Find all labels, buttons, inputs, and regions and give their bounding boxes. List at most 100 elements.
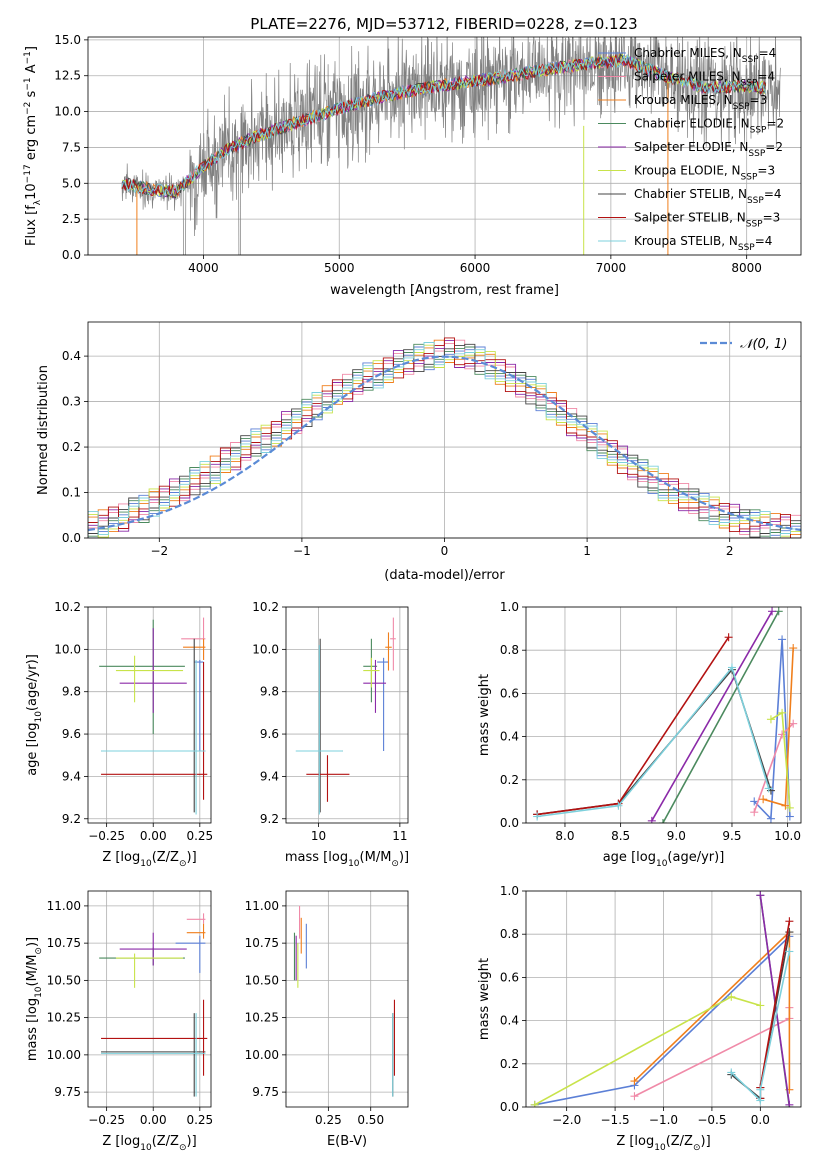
mass-vs-ebv-ytick-label: 10.00 xyxy=(245,1048,279,1062)
spectrum-xtick-label: 8000 xyxy=(731,261,762,275)
weight-vs-Z-ytick-label: 0.2 xyxy=(500,1057,519,1071)
spectrum-frame xyxy=(87,36,802,256)
spectrum-ytick-label: 7.5 xyxy=(62,140,81,154)
weight-vs-age-ylabel: mass weight xyxy=(477,674,492,756)
weight-vs-age-ytick-label: 0.6 xyxy=(500,686,519,700)
age-vs-mass-ytick-label: 9.4 xyxy=(260,769,279,783)
age-vs-Z-xtick-label: 0.00 xyxy=(140,829,167,843)
mass-vs-Z-xtick-label: 0.25 xyxy=(186,1113,213,1127)
weight-vs-age-ytick-label: 0.2 xyxy=(500,773,519,787)
model-line-chabrier_stelib xyxy=(121,53,767,199)
spectrum-xtick-label: 4000 xyxy=(188,261,219,275)
residuals-xlabel: (data-model)/error xyxy=(384,568,505,583)
mass-vs-ebv-xtick-label: 0.50 xyxy=(357,1113,384,1127)
age-vs-Z-xlabel: Z [log10(Z/Z⊙)] xyxy=(102,850,196,869)
residuals-legend-label: 𝒩(0, 1) xyxy=(740,337,787,352)
spectrum-xtick-label: 5000 xyxy=(324,261,355,275)
residuals-xtick-label: −1 xyxy=(293,544,311,558)
spectrum-ytick-label: 12.5 xyxy=(54,69,81,83)
age-vs-Z-ytick-label: 10.2 xyxy=(54,600,81,614)
age-vs-mass-frame xyxy=(285,606,409,824)
spectrum-ylabel: Flux [fλ10−17 erg cm−2 s−1 A−1] xyxy=(23,46,43,246)
weight-vs-age-frame xyxy=(525,606,802,824)
weight-vs-age-series-kroupa_stelib xyxy=(536,665,770,818)
spectrum-xtick-label: 7000 xyxy=(596,261,627,275)
legend-label-chabrier_miles: Chabrier MILES, NSSP=4 xyxy=(634,46,776,65)
spectrum-ytick-label: 0.0 xyxy=(62,248,81,262)
mass-vs-ebv-ytick-label: 10.75 xyxy=(245,936,279,950)
weight-vs-age-xtick-label: 8.5 xyxy=(611,829,630,843)
weight-vs-age-xtick-label: 9.5 xyxy=(722,829,741,843)
model-line-kroupa_stelib xyxy=(121,53,767,197)
spectrum-title: PLATE=2276, MJD=53712, FIBERID=0228, z=0… xyxy=(250,15,637,33)
age-vs-Z-ytick-label: 9.2 xyxy=(62,812,81,826)
mass-vs-Z-frame xyxy=(87,890,212,1108)
mass-vs-ebv-ytick-label: 10.50 xyxy=(245,973,279,987)
mass-vs-ebv-ytick-label: 11.00 xyxy=(245,899,279,913)
spectrum-ytick-label: 10.0 xyxy=(54,105,81,119)
weight-vs-Z-ytick-label: 0.0 xyxy=(500,1100,519,1114)
mass-vs-Z-ytick-label: 10.00 xyxy=(47,1048,81,1062)
weight-vs-Z-ytick-label: 0.8 xyxy=(500,927,519,941)
weight-vs-Z-xlabel: Z [log10(Z/Z⊙)] xyxy=(616,1134,710,1153)
mass-vs-ebv-frame xyxy=(285,890,409,1108)
legend-label-chabrier_stelib: Chabrier STELIB, NSSP=4 xyxy=(634,187,782,206)
clip-mass-vs-Z-group xyxy=(99,913,208,1097)
age-vs-mass-ytick-label: 9.6 xyxy=(260,727,279,741)
weight-vs-age-ytick-label: 1.0 xyxy=(500,600,519,614)
clip-weight-vs-age-group xyxy=(533,607,798,823)
mass-vs-Z-xtick-label: −0.25 xyxy=(88,1113,125,1127)
residuals-xtick-label: 0 xyxy=(441,544,449,558)
hist-kroupa_stelib xyxy=(88,342,801,538)
data-spectrum-line xyxy=(121,37,781,255)
age-vs-mass-xlabel: mass [log10(M/M⊙)] xyxy=(285,850,409,869)
age-vs-mass-xtick-label: 11 xyxy=(392,829,407,843)
weight-vs-age-ytick-label: 0.8 xyxy=(500,643,519,657)
age-vs-Z-xtick-label: 0.25 xyxy=(186,829,213,843)
legend-label-salpeter_stelib: Salpeter STELIB, NSSP=3 xyxy=(634,211,780,230)
legend-label-salpeter_miles: Salpeter MILES, NSSP=4 xyxy=(634,70,775,89)
age-vs-Z-ytick-label: 10.0 xyxy=(54,642,81,656)
age-vs-mass-ytick-label: 9.8 xyxy=(260,685,279,699)
age-vs-mass-ytick-label: 10.0 xyxy=(252,642,279,656)
residuals-xtick-label: 1 xyxy=(583,544,591,558)
legend-label-salpeter_elodie: Salpeter ELODIE, NSSP=2 xyxy=(634,140,783,159)
residuals-ytick-label: 0.1 xyxy=(62,486,81,500)
weight-vs-Z-xtick-label: −2.0 xyxy=(552,1113,581,1127)
weight-vs-age-ytick-label: 0.4 xyxy=(500,730,519,744)
mass-vs-Z-ytick-label: 10.75 xyxy=(47,936,81,950)
mass-vs-ebv-ytick-label: 9.75 xyxy=(252,1085,279,1099)
mass-vs-Z-ytick-label: 10.25 xyxy=(47,1011,81,1025)
age-vs-mass-ytick-label: 9.2 xyxy=(260,812,279,826)
clip-hist-group xyxy=(88,337,801,538)
age-vs-Z-ytick-label: 9.8 xyxy=(62,685,81,699)
residuals-frame xyxy=(87,321,802,539)
weight-vs-age-series-chabrier_miles xyxy=(753,639,791,821)
mass-vs-Z-ytick-label: 11.00 xyxy=(47,899,81,913)
residuals-ytick-label: 0.3 xyxy=(62,395,81,409)
age-vs-Z-ylabel: age [log10(age/yr)] xyxy=(25,654,44,776)
weight-vs-Z-ytick-label: 0.6 xyxy=(500,970,519,984)
legend-label-chabrier_elodie: Chabrier ELODIE, NSSP=2 xyxy=(634,117,784,136)
mass-vs-Z-xtick-label: 0.00 xyxy=(140,1113,167,1127)
residuals-xtick-label: 2 xyxy=(726,544,734,558)
mass-vs-ebv-xtick-label: 0.25 xyxy=(315,1113,342,1127)
mass-vs-ebv-xlabel: E(B-V) xyxy=(327,1134,367,1149)
clip-age-vs-mass-group xyxy=(295,617,396,815)
spectrum-ytick-label: 15.0 xyxy=(54,33,81,47)
age-vs-Z-ytick-label: 9.6 xyxy=(62,727,81,741)
legend-label-kroupa_elodie: Kroupa ELODIE, NSSP=3 xyxy=(634,164,775,183)
legend-label-kroupa_miles: Kroupa MILES, NSSP=3 xyxy=(634,93,767,112)
spectrum-xlabel: wavelength [Angstrom, rest frame] xyxy=(330,283,559,298)
clip-age-vs-Z-group xyxy=(99,617,208,815)
age-vs-Z-ytick-label: 9.4 xyxy=(62,769,81,783)
spectrum-ytick-label: 2.5 xyxy=(62,212,81,226)
residuals-ytick-label: 0.2 xyxy=(62,440,81,454)
model-line-salpeter_elodie xyxy=(121,55,767,200)
weight-vs-Z-xtick-label: −1.0 xyxy=(649,1113,678,1127)
age-vs-Z-xtick-label: −0.25 xyxy=(88,829,125,843)
weight-vs-age-xtick-label: 10.0 xyxy=(774,829,801,843)
weight-vs-age-ytick-label: 0.0 xyxy=(500,816,519,830)
model-line-salpeter_stelib xyxy=(121,54,767,197)
weight-vs-age-series-salpeter_elodie xyxy=(651,610,773,822)
